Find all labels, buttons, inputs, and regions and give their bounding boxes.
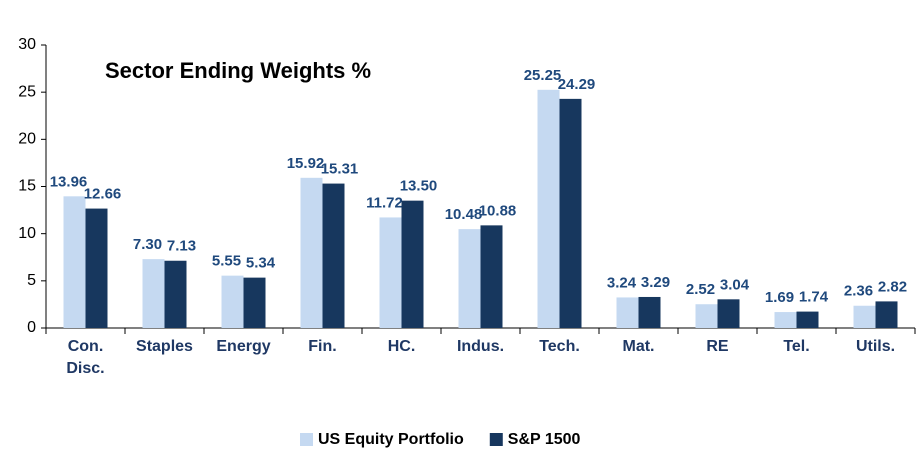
bar bbox=[638, 296, 661, 328]
x-tick-label: Tech. bbox=[539, 338, 580, 355]
bar bbox=[796, 311, 819, 328]
bar bbox=[774, 312, 797, 328]
y-tick-label: 30 bbox=[18, 36, 36, 53]
data-label: 5.55 bbox=[212, 253, 241, 270]
data-label: 5.34 bbox=[246, 255, 276, 272]
legend-label: S&P 1500 bbox=[508, 431, 581, 448]
y-tick-label: 10 bbox=[18, 225, 36, 242]
y-tick-label: 25 bbox=[18, 83, 36, 100]
data-label: 25.25 bbox=[524, 67, 562, 84]
data-label: 13.96 bbox=[50, 173, 88, 190]
legend-swatch bbox=[489, 433, 503, 446]
data-label: 15.31 bbox=[321, 161, 359, 178]
data-label: 1.74 bbox=[799, 289, 829, 306]
x-tick-label: Mat. bbox=[622, 338, 655, 355]
chart-title: Sector Ending Weights % bbox=[105, 58, 371, 83]
bar bbox=[717, 299, 740, 328]
data-label: 10.88 bbox=[479, 202, 517, 219]
bar bbox=[164, 260, 187, 328]
bar bbox=[559, 98, 582, 328]
bar bbox=[537, 89, 560, 328]
bar bbox=[458, 229, 481, 328]
x-tick-label: Con. Disc. bbox=[66, 338, 105, 377]
bar bbox=[480, 225, 503, 328]
x-tick-label: Staples bbox=[136, 338, 193, 355]
data-label: 2.36 bbox=[844, 283, 873, 300]
data-label: 12.66 bbox=[84, 186, 122, 203]
data-label: 3.29 bbox=[641, 274, 670, 291]
legend-label: US Equity Portfolio bbox=[318, 431, 464, 448]
y-tick-label: 0 bbox=[27, 319, 36, 336]
bar bbox=[875, 301, 898, 328]
data-label: 2.82 bbox=[878, 278, 907, 295]
bar bbox=[616, 297, 639, 328]
bar bbox=[322, 183, 345, 328]
x-tick-label: Energy bbox=[216, 338, 271, 355]
y-tick-label: 5 bbox=[27, 272, 36, 289]
bar bbox=[300, 177, 323, 328]
data-label: 2.52 bbox=[686, 281, 715, 298]
bar bbox=[401, 200, 424, 328]
x-tick-label: Fin. bbox=[308, 338, 337, 355]
bar bbox=[695, 304, 718, 328]
data-label: 15.92 bbox=[287, 155, 325, 172]
bar bbox=[221, 275, 244, 328]
x-tick-label: RE bbox=[706, 338, 729, 355]
legend-swatch bbox=[300, 433, 313, 446]
bar bbox=[85, 208, 108, 328]
bar bbox=[379, 217, 402, 328]
bar bbox=[63, 196, 86, 328]
bar bbox=[853, 305, 876, 328]
data-label: 10.48 bbox=[445, 206, 483, 223]
data-label: 3.24 bbox=[607, 274, 637, 291]
y-tick-label: 15 bbox=[18, 178, 36, 195]
bar bbox=[243, 277, 266, 328]
bar bbox=[142, 259, 165, 328]
data-label: 3.04 bbox=[720, 276, 750, 293]
data-label: 7.13 bbox=[167, 238, 196, 255]
data-label: 1.69 bbox=[765, 289, 794, 306]
x-tick-label: Indus. bbox=[456, 338, 505, 355]
y-tick-label: 20 bbox=[18, 131, 36, 148]
data-label: 13.50 bbox=[400, 178, 438, 195]
data-label: 24.29 bbox=[558, 76, 596, 93]
data-label: 11.72 bbox=[366, 194, 403, 211]
data-label: 7.30 bbox=[133, 236, 162, 253]
x-tick-label: HC. bbox=[387, 338, 416, 355]
x-tick-label: Tel. bbox=[783, 338, 810, 355]
x-tick-label: Utils. bbox=[855, 338, 896, 355]
